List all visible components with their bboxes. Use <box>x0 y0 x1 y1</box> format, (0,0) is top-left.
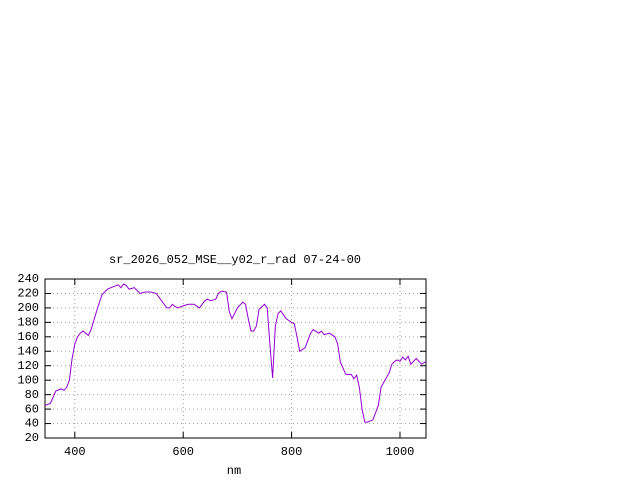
x-tick-label: 1000 <box>386 445 415 459</box>
y-tick-label: 180 <box>17 316 39 330</box>
y-tick-label: 120 <box>17 359 39 373</box>
y-tick-label: 200 <box>17 301 39 315</box>
plot-border <box>44 278 427 439</box>
data-line <box>44 283 427 423</box>
x-tick-label: 800 <box>281 445 303 459</box>
x-axis-label: nm <box>227 464 241 478</box>
y-tick-label: 140 <box>17 344 39 358</box>
y-tick-label: 160 <box>17 330 39 344</box>
chart-title: sr_2026_052_MSE__y02_r_rad 07-24-00 <box>109 253 361 267</box>
x-tick-label: 600 <box>172 445 194 459</box>
y-tick-label: 220 <box>17 287 39 301</box>
y-tick-label: 80 <box>25 388 39 402</box>
y-tick-label: 240 <box>17 272 39 286</box>
y-tick-label: 20 <box>25 431 39 445</box>
x-tick-label: 400 <box>64 445 86 459</box>
y-tick-label: 100 <box>17 373 39 387</box>
y-tick-label: 60 <box>25 402 39 416</box>
y-tick-label: 40 <box>25 417 39 431</box>
